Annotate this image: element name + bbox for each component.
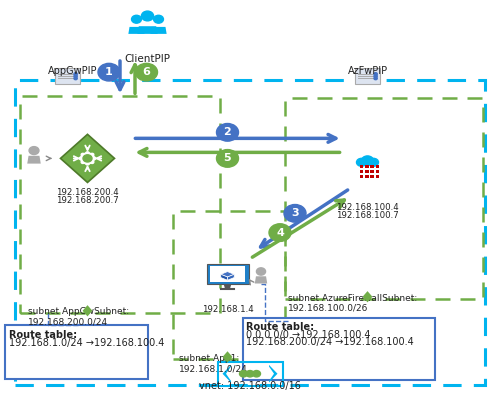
Polygon shape [269, 365, 278, 383]
Text: 1: 1 [105, 67, 113, 77]
Text: 3: 3 [291, 209, 299, 218]
Circle shape [81, 153, 84, 156]
Circle shape [132, 15, 141, 23]
Polygon shape [221, 271, 234, 277]
Circle shape [256, 268, 266, 275]
Polygon shape [82, 305, 92, 316]
Circle shape [269, 224, 291, 241]
Bar [218, 362, 282, 386]
Circle shape [80, 153, 94, 164]
Text: 2: 2 [224, 128, 232, 137]
Circle shape [81, 161, 84, 164]
Circle shape [374, 77, 378, 80]
Circle shape [368, 158, 378, 166]
Bar [242, 318, 435, 380]
Text: Route table:: Route table: [9, 330, 77, 340]
Circle shape [92, 157, 96, 160]
Text: 192.168.200.4: 192.168.200.4 [56, 188, 119, 197]
Polygon shape [228, 274, 234, 280]
Text: 6: 6 [142, 67, 150, 77]
Circle shape [142, 11, 154, 21]
Circle shape [356, 158, 366, 166]
Circle shape [74, 73, 77, 75]
Circle shape [86, 162, 89, 165]
Circle shape [284, 205, 306, 222]
Bar [15, 80, 485, 385]
Circle shape [29, 147, 39, 154]
Bar [365, 170, 368, 173]
Polygon shape [27, 156, 41, 164]
Circle shape [98, 63, 120, 81]
Circle shape [86, 152, 89, 154]
Text: vnet: 192.168.0.0/16: vnet: 192.168.0.0/16 [199, 381, 301, 391]
Circle shape [136, 63, 158, 81]
Text: 192.168.1.0/24 →192.168.100.4: 192.168.1.0/24 →192.168.100.4 [9, 338, 164, 348]
Circle shape [362, 156, 374, 166]
Text: 192.168.200.0/24 →192.168.100.4: 192.168.200.0/24 →192.168.100.4 [246, 337, 414, 347]
Circle shape [374, 75, 378, 77]
Polygon shape [138, 26, 158, 34]
Text: subnet AppGwSubnet:
192.168.200.0/24: subnet AppGwSubnet: 192.168.200.0/24 [28, 307, 128, 326]
Polygon shape [222, 351, 232, 363]
Polygon shape [128, 27, 144, 34]
Circle shape [246, 371, 254, 377]
Text: 192.168.100.4: 192.168.100.4 [336, 203, 399, 212]
Circle shape [83, 155, 92, 162]
Text: 192.168.200.7: 192.168.200.7 [56, 196, 119, 205]
Bar [360, 174, 364, 178]
Text: AzFwPIP: AzFwPIP [348, 66, 388, 76]
Bar [360, 165, 364, 168]
Bar [55, 68, 80, 84]
Text: Route table:: Route table: [246, 322, 314, 332]
Bar [365, 174, 368, 178]
Circle shape [74, 75, 77, 77]
Text: 192.168.100.7: 192.168.100.7 [336, 211, 399, 219]
Circle shape [90, 161, 94, 164]
Bar [210, 265, 244, 282]
Bar [376, 170, 379, 173]
Bar [370, 165, 374, 168]
Bar [370, 174, 374, 178]
Circle shape [79, 157, 82, 160]
Bar [360, 170, 364, 173]
Circle shape [90, 153, 94, 156]
Bar [20, 96, 220, 313]
Polygon shape [60, 134, 114, 182]
Bar [5, 325, 148, 379]
Circle shape [216, 124, 238, 141]
Text: subnet AzureFirewallSubnet:
192.168.100.0/26: subnet AzureFirewallSubnet: 192.168.100.… [288, 294, 417, 313]
Polygon shape [150, 27, 166, 34]
Text: 4: 4 [276, 228, 284, 237]
Polygon shape [222, 365, 231, 383]
Bar [355, 68, 380, 84]
Bar [370, 170, 374, 173]
Bar [365, 165, 368, 168]
Text: subnet App1:
192.168.1.0/24: subnet App1: 192.168.1.0/24 [179, 354, 248, 373]
Bar [172, 211, 285, 359]
Circle shape [74, 77, 77, 80]
Circle shape [154, 15, 164, 23]
Circle shape [252, 371, 260, 377]
Bar [376, 165, 379, 168]
Text: 0.0.0.0/0 →192.168.100.4: 0.0.0.0/0 →192.168.100.4 [246, 330, 371, 340]
Polygon shape [255, 276, 267, 284]
Bar [206, 264, 248, 284]
Circle shape [240, 371, 248, 377]
Text: 5: 5 [224, 154, 232, 163]
Polygon shape [221, 274, 228, 280]
Text: 192.168.1.4: 192.168.1.4 [202, 305, 254, 314]
Bar [285, 98, 482, 299]
Polygon shape [224, 284, 232, 289]
Text: ClientPIP: ClientPIP [124, 54, 170, 64]
Polygon shape [362, 291, 372, 302]
Circle shape [374, 73, 378, 75]
Bar [376, 174, 379, 178]
Text: AppGwPIP: AppGwPIP [48, 66, 97, 76]
Circle shape [216, 150, 238, 167]
